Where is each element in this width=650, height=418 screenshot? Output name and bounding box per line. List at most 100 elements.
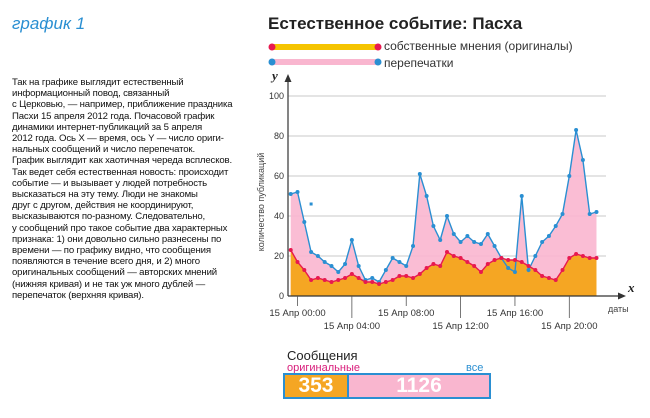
originals-point bbox=[390, 278, 395, 282]
description-line: высказаться на эту тему. Люди не знакомы bbox=[12, 189, 198, 201]
originals-point bbox=[553, 278, 558, 282]
y-axis-arrow bbox=[284, 74, 292, 82]
originals-point bbox=[478, 270, 483, 274]
legend-marker-reprints bbox=[374, 58, 382, 66]
reprints-point bbox=[540, 240, 545, 244]
legend-reprints: перепечатки bbox=[384, 56, 454, 70]
description-line: с Церковью, — например, приближение праз… bbox=[12, 99, 233, 111]
description-line: динамики интернет-публикаций за 5 апреля bbox=[12, 121, 203, 133]
description-line: Пасхи 15 апреля 2012 года. Почасовой гра… bbox=[12, 110, 215, 122]
description-line: Так на графике выглядит естественный bbox=[12, 77, 184, 88]
reprints-point bbox=[472, 240, 477, 244]
reprints-point bbox=[519, 194, 524, 198]
y-tick-label: 80 bbox=[274, 131, 284, 141]
reprints-point bbox=[356, 264, 361, 268]
reprints-point bbox=[390, 256, 395, 260]
originals-point bbox=[485, 262, 490, 266]
originals-point bbox=[349, 272, 354, 276]
originals-point bbox=[567, 256, 572, 260]
reprints-point bbox=[315, 254, 320, 258]
y-tick-label: 20 bbox=[274, 251, 284, 261]
originals-point bbox=[472, 264, 477, 268]
description-line: нальных сообщений и число перепечаток. bbox=[12, 144, 195, 156]
originals-point bbox=[560, 268, 565, 272]
reprints-point bbox=[526, 268, 531, 272]
originals-point bbox=[329, 280, 334, 284]
description-line: времени — по графику видно, что сообщени… bbox=[12, 245, 211, 257]
reprints-point bbox=[478, 242, 483, 246]
reprints-point bbox=[506, 266, 511, 270]
y-tick-label: 0 bbox=[279, 291, 284, 301]
originals-point bbox=[546, 276, 551, 280]
reprints-point bbox=[417, 172, 422, 176]
originals-point bbox=[404, 274, 409, 278]
legend-originals: собственные мнения (оригиналы) bbox=[384, 39, 573, 53]
originals-point bbox=[519, 260, 524, 264]
reprints-point bbox=[431, 224, 436, 228]
originals-point bbox=[302, 268, 307, 272]
reprints-point bbox=[343, 262, 348, 266]
summary-originals-label: оригинальные bbox=[287, 362, 360, 374]
description-line: перепечаток (верхняя кривая). bbox=[12, 289, 144, 301]
description-line: информационный повод, связанный bbox=[12, 88, 170, 100]
reprints-point bbox=[295, 190, 300, 194]
description-line: у сообщений про такое событие два характ… bbox=[12, 222, 228, 234]
reprints-point bbox=[411, 244, 416, 248]
reprints-point bbox=[445, 214, 449, 218]
reprints-line bbox=[290, 129, 597, 283]
x-tick-label: 15 Апр 12:00 bbox=[432, 321, 488, 332]
x-axis-label: даты bbox=[608, 304, 629, 314]
originals-point bbox=[431, 262, 436, 266]
y-axis-label: количество публикаций bbox=[256, 153, 266, 251]
outlier-point bbox=[309, 202, 313, 206]
legend-marker-originals bbox=[268, 43, 276, 51]
description-line: появляются в течение всего дня, и 2) мно… bbox=[12, 256, 200, 268]
reprints-point bbox=[424, 194, 429, 198]
description-line: признака: 1) они довольно сильно разнесе… bbox=[12, 233, 222, 245]
originals-line bbox=[290, 249, 597, 285]
y-axis-letter: y bbox=[270, 68, 278, 83]
description-line: событие — и вызывает у людей потребность bbox=[12, 177, 207, 189]
reprints-point bbox=[560, 212, 565, 216]
originals-point bbox=[315, 276, 320, 280]
originals-point bbox=[363, 280, 368, 284]
reprints-point bbox=[485, 232, 490, 236]
originals-point bbox=[526, 264, 531, 268]
summary-title: Сообщения bbox=[287, 348, 358, 363]
originals-point bbox=[465, 260, 470, 264]
reprints-point bbox=[383, 268, 388, 272]
originals-point bbox=[336, 278, 341, 282]
originals-point bbox=[458, 256, 463, 260]
description-line: высказываются по-разному. Следовательно, bbox=[12, 211, 206, 223]
originals-point bbox=[322, 278, 327, 282]
description-line: (нижняя кривая) и не так уж много дублей… bbox=[12, 278, 206, 290]
summary-originals-segment: 353 bbox=[285, 375, 349, 397]
reprints-point bbox=[349, 238, 354, 242]
summary-all-label: все bbox=[466, 362, 484, 374]
reprints-point bbox=[458, 240, 463, 244]
originals-point bbox=[377, 282, 382, 286]
x-axis-arrow bbox=[618, 292, 626, 300]
originals-point bbox=[370, 280, 375, 284]
description-line: График выглядит как хаотичная череда всп… bbox=[12, 155, 232, 167]
originals-point bbox=[492, 258, 497, 262]
reprints-point bbox=[336, 270, 341, 274]
originals-point bbox=[574, 252, 579, 256]
originals-point bbox=[424, 266, 429, 270]
originals-point bbox=[397, 274, 402, 278]
x-tick-label: 15 Апр 16:00 bbox=[487, 308, 543, 319]
description-line: друг с другом, действия не координируют, bbox=[12, 200, 194, 212]
originals-point bbox=[309, 278, 314, 282]
description-line: Так ведет себя естественная новость: про… bbox=[12, 166, 229, 178]
graph-label: график 1 bbox=[12, 14, 86, 33]
originals-point bbox=[580, 254, 585, 258]
reprints-point bbox=[404, 264, 409, 268]
originals-point bbox=[506, 258, 511, 262]
legend-marker-originals bbox=[374, 43, 382, 51]
x-tick-label: 15 Апр 20:00 bbox=[541, 321, 597, 332]
description-line: оригинальных сообщений — авторских мнени… bbox=[12, 267, 217, 279]
chart-title: Естественное событие: Пасха bbox=[268, 14, 523, 33]
summary-all-segment: 1126 bbox=[396, 374, 442, 397]
x-axis-letter: x bbox=[627, 280, 635, 295]
originals-point bbox=[512, 258, 517, 262]
